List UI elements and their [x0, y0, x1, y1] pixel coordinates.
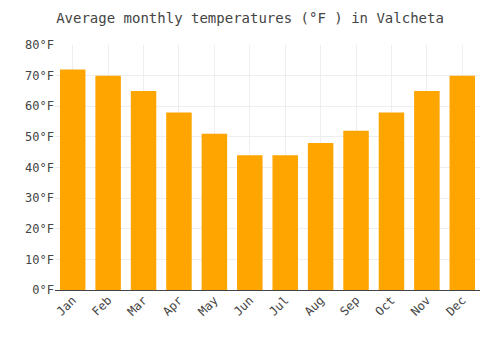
svg-text:50°F: 50°F — [25, 130, 54, 144]
svg-text:40°F: 40°F — [25, 161, 54, 175]
svg-text:10°F: 10°F — [25, 253, 54, 267]
svg-text:Average monthly temperatures (: Average monthly temperatures (°F ) in Va… — [56, 10, 444, 26]
svg-text:Aug: Aug — [302, 293, 327, 318]
svg-text:80°F: 80°F — [25, 38, 54, 52]
svg-text:Jul: Jul — [266, 293, 291, 318]
svg-text:0°F: 0°F — [32, 283, 54, 297]
svg-text:Feb: Feb — [89, 293, 114, 318]
svg-text:Oct: Oct — [373, 293, 398, 318]
svg-text:May: May — [196, 293, 221, 318]
svg-text:Jun: Jun — [231, 293, 256, 318]
svg-text:Mar: Mar — [125, 293, 150, 318]
svg-text:30°F: 30°F — [25, 191, 54, 205]
svg-text:Apr: Apr — [160, 293, 185, 318]
svg-text:60°F: 60°F — [25, 99, 54, 113]
svg-text:20°F: 20°F — [25, 222, 54, 236]
svg-text:Jan: Jan — [54, 293, 79, 318]
svg-text:Dec: Dec — [443, 293, 468, 318]
svg-text:Nov: Nov — [408, 293, 433, 318]
svg-text:70°F: 70°F — [25, 69, 54, 83]
svg-text:Sep: Sep — [337, 293, 362, 318]
